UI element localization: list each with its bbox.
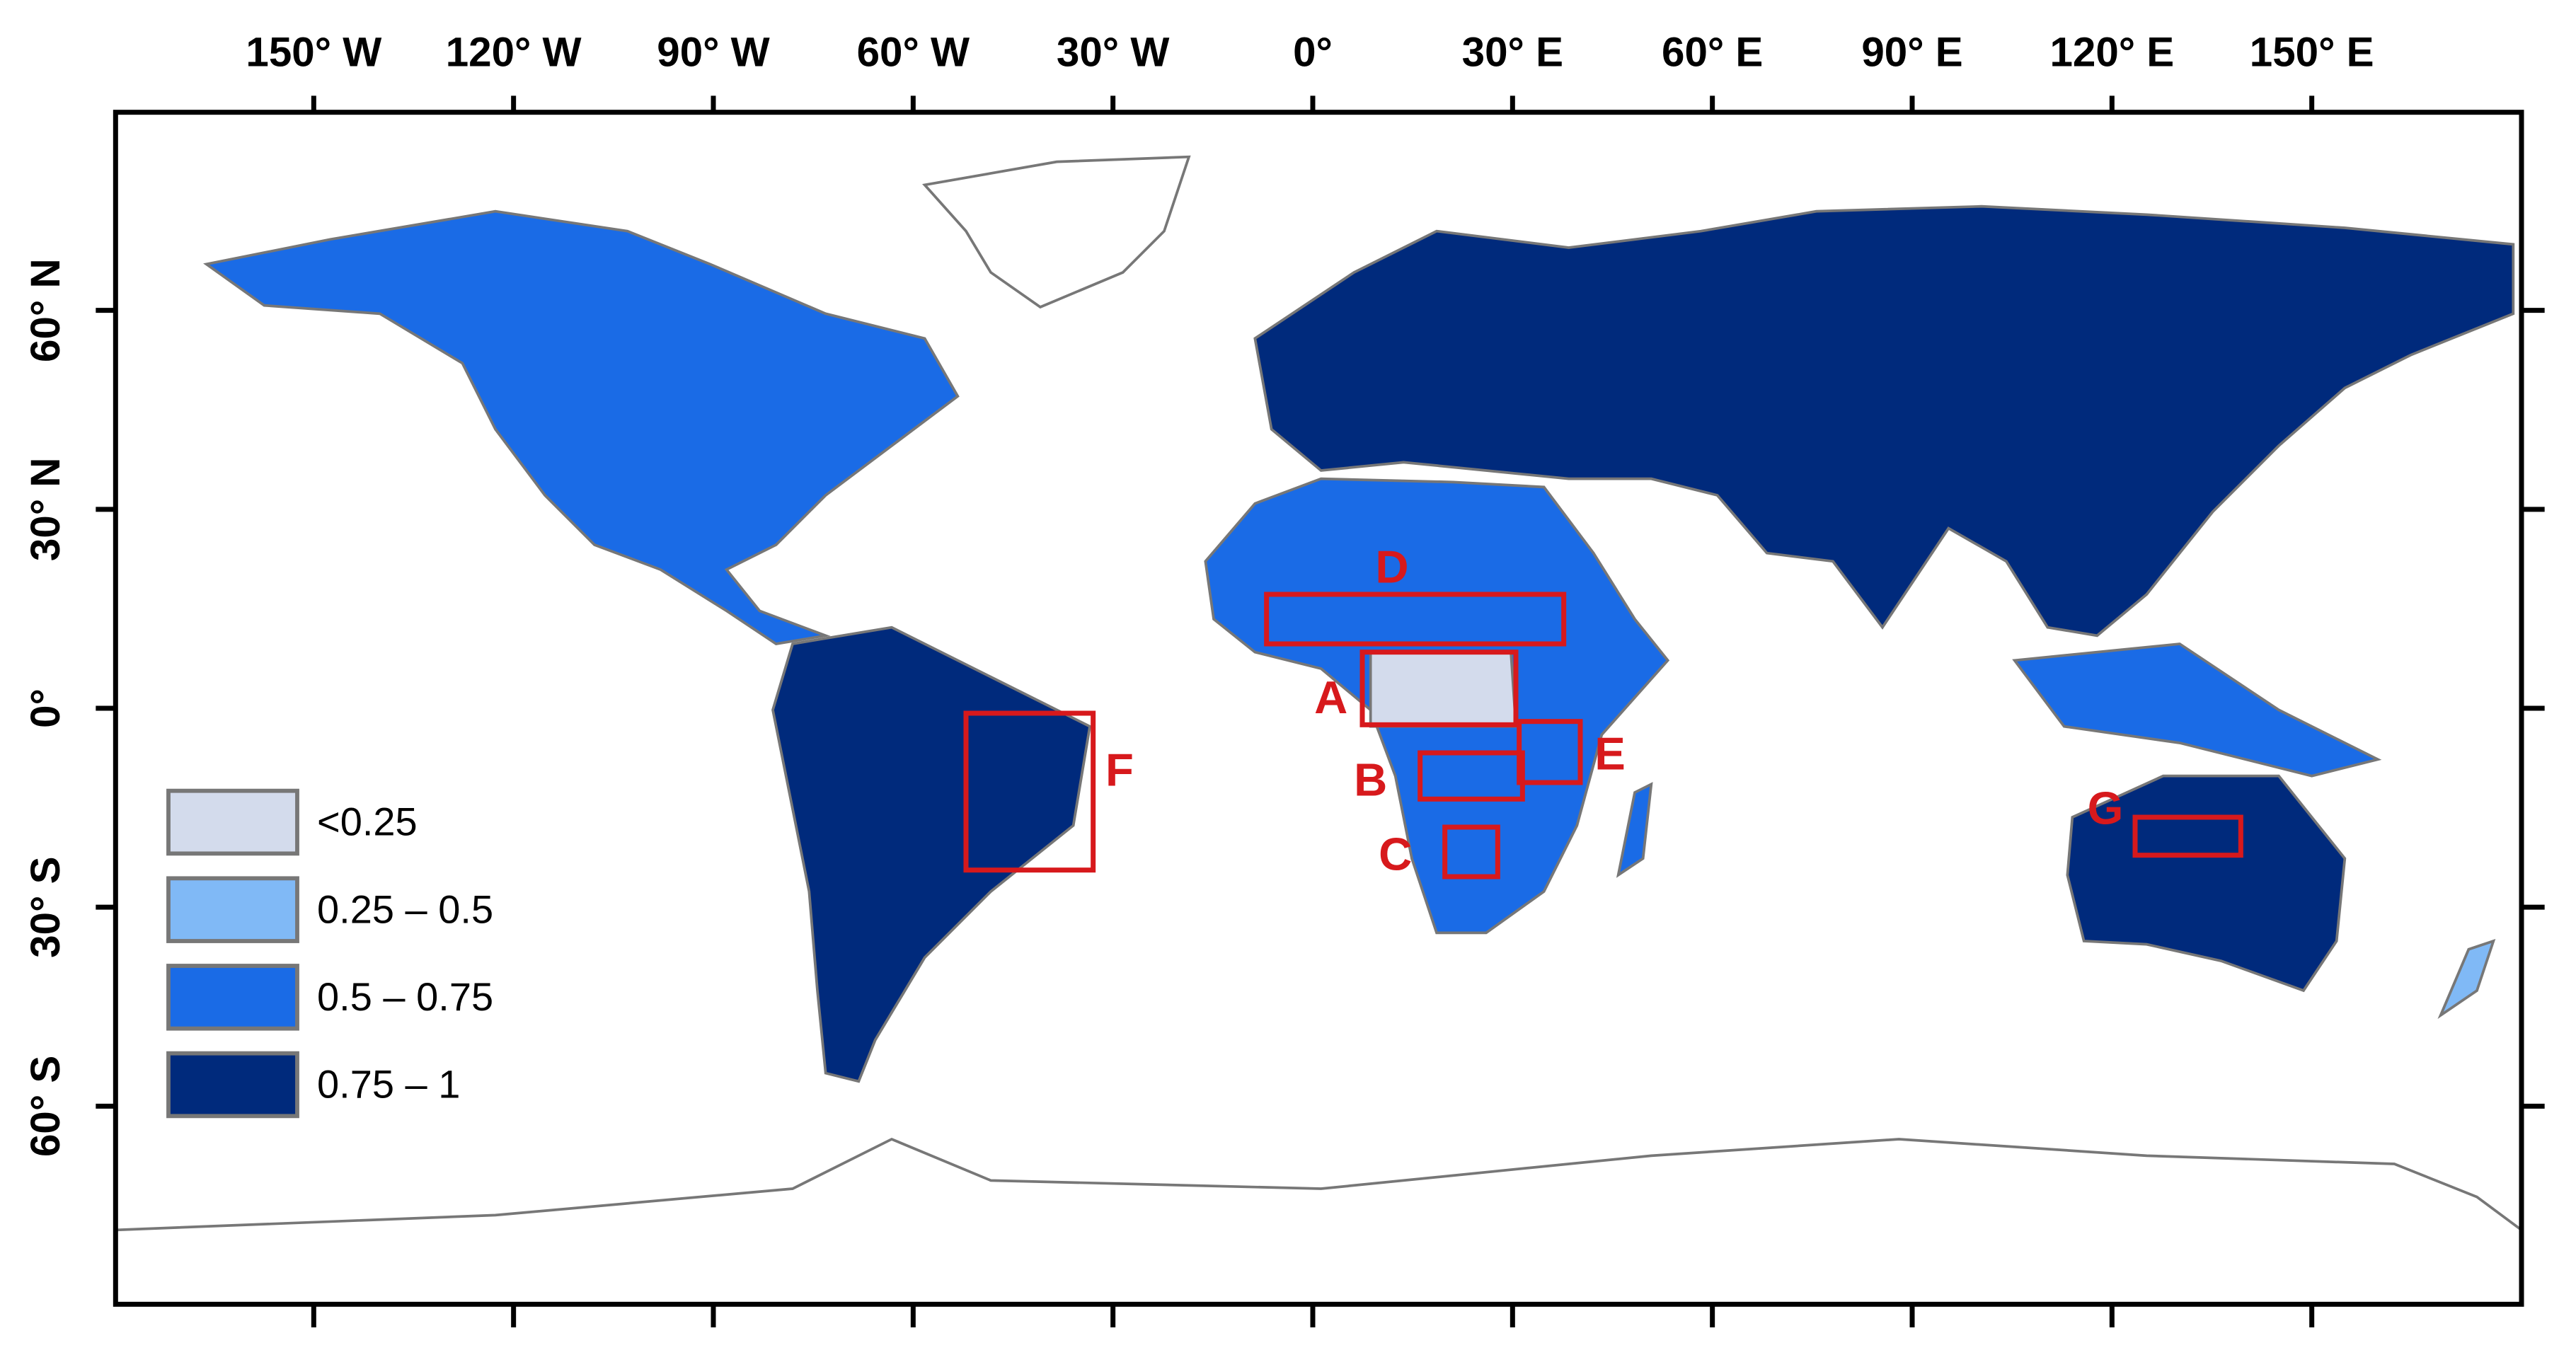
lon-tick-label: 30° W [1057,29,1169,75]
lon-tick-label: 150° W [246,29,381,75]
region-box [1264,592,1567,647]
lat-tick-label: 30° S [23,857,69,958]
legend-swatch [166,876,299,943]
greenland [922,155,1191,309]
region-label: E [1594,727,1626,779]
region-label: C [1379,829,1412,880]
north-america [203,209,960,645]
region-label: F [1105,744,1134,796]
lon-tick-label: 60° E [1662,29,1763,75]
region-box [1442,824,1500,879]
legend-label: 0.5 – 0.75 [317,974,493,1019]
lon-tick-label: 150° E [2250,29,2374,75]
new-zealand [2437,939,2496,1020]
region-label: A [1314,671,1347,723]
africa-savanna [1369,650,1517,728]
region-label: D [1375,541,1408,593]
region-box [1359,650,1519,727]
lon-tick-label: 120° W [446,29,582,75]
lat-tick-label: 0° [23,688,69,728]
legend-label: 0.25 – 0.5 [317,887,493,931]
lon-tick-label: 60° W [857,29,970,75]
lon-tick-label: 30° E [1462,29,1563,75]
lon-tick-label: 90° W [657,29,769,75]
south-america [771,625,1092,1083]
region-box [1418,750,1525,802]
southeast-asia [2012,642,2382,778]
madagascar [1616,782,1653,878]
legend-label: 0.75 – 1 [317,1062,460,1107]
region-boxes: D A F E BC G [963,541,2243,880]
region-label: B [1354,754,1387,806]
lat-tick-label: 60° N [23,258,69,362]
legend-swatch [166,1051,299,1119]
region-box [2132,814,2243,858]
antarctica [115,1137,2523,1232]
lat-tick-label: 60° S [23,1056,69,1157]
lat-tick-label: 30° N [23,458,69,562]
legend-swatch [166,788,299,856]
lon-tick-label: 120° E [2049,29,2174,75]
legend: <0.25 0.25 – 0.5 0.5 – 0.75 0.75 – 1 [166,788,493,1119]
region-label: G [2088,782,2124,834]
legend-label: <0.25 [317,800,418,844]
lon-tick-label: 0° [1293,29,1333,75]
eurasia [1253,204,2515,638]
lon-tick-label: 90° E [1861,29,1962,75]
legend-swatch [166,964,299,1031]
region-box [963,710,1096,873]
